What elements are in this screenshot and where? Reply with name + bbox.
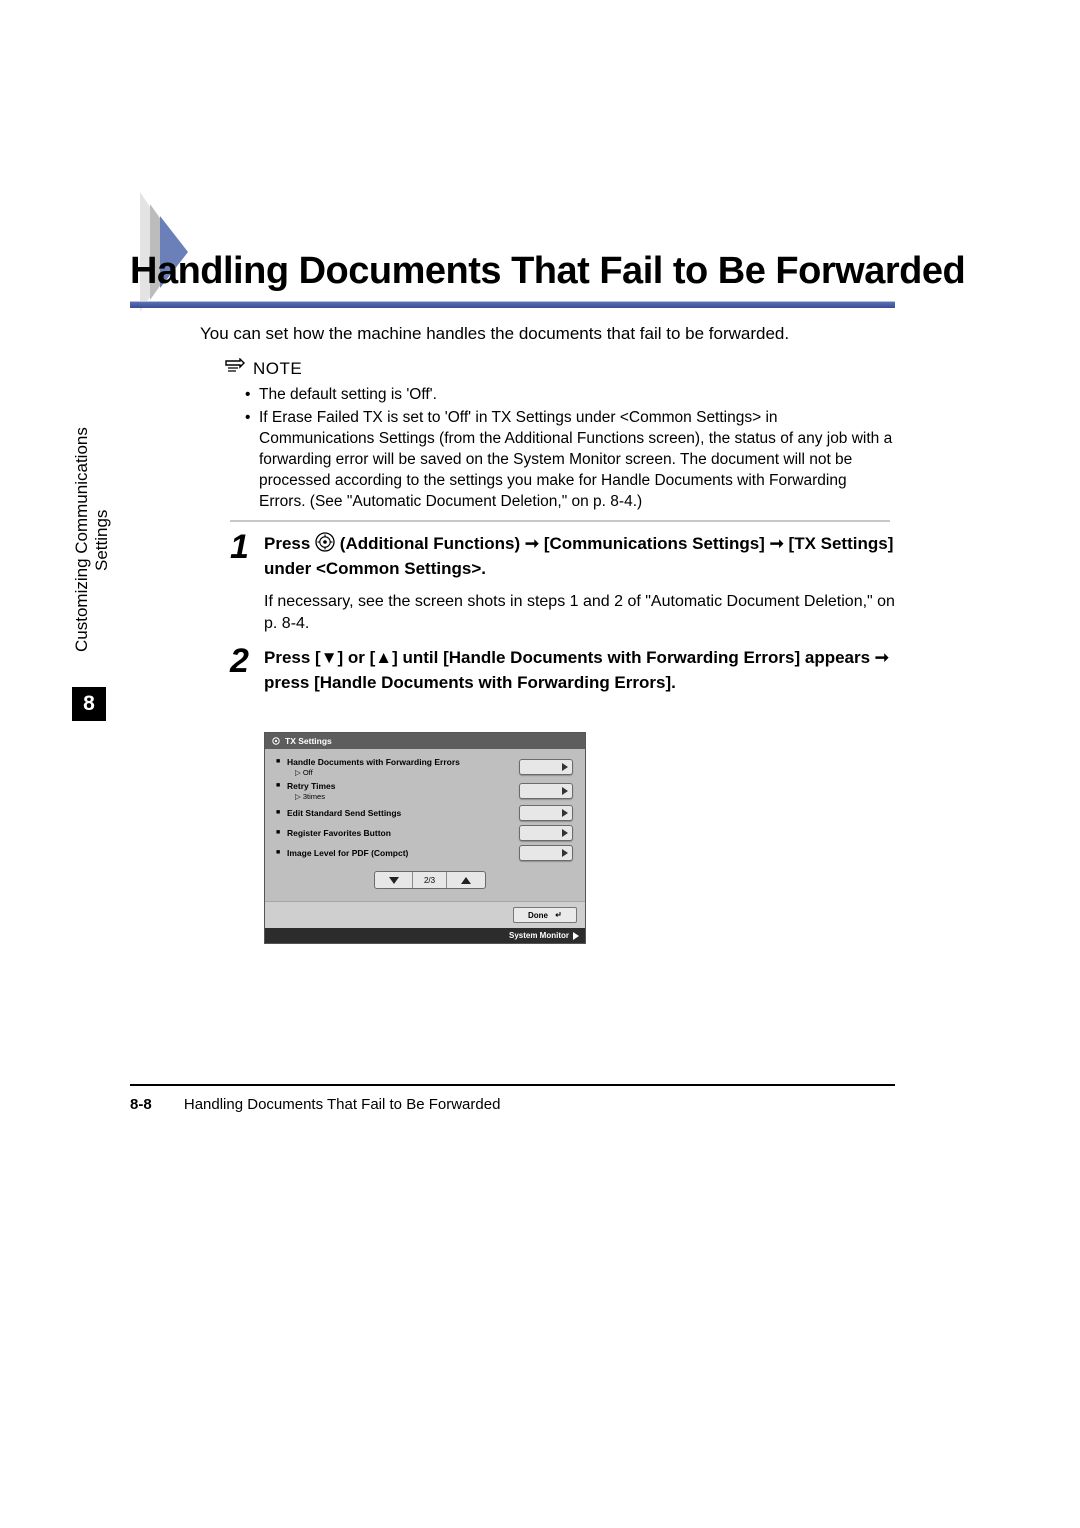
tx-row-button[interactable] <box>519 805 573 821</box>
tx-row: ■Register Favorites Button <box>287 825 573 841</box>
intro-text: You can set how the machine handles the … <box>200 323 890 345</box>
tx-row-button[interactable] <box>519 759 573 775</box>
step-1-subtext: If necessary, see the screen shots in st… <box>264 591 895 634</box>
side-tab-chapter: 8 <box>72 687 106 721</box>
step-2-title: Press [▼] or [▲] until [Handle Documents… <box>264 646 895 695</box>
tx-done-button[interactable]: Done <box>513 907 577 923</box>
tx-row-label: Edit Standard Send Settings <box>287 808 519 818</box>
tx-row-value: ▷ 3times <box>295 792 519 801</box>
tx-row-label: Register Favorites Button <box>287 828 519 838</box>
step-1-title-b: (Additional Functions) ➞ [Communications… <box>264 534 893 578</box>
footer-rule <box>130 1084 895 1086</box>
step-2: 2 Press [▼] or [▲] until [Handle Documen… <box>230 646 895 695</box>
tx-row: ■Edit Standard Send Settings <box>287 805 573 821</box>
note-label: NOTE <box>253 359 302 379</box>
tx-page-up[interactable] <box>447 872 485 888</box>
step-1: 1 Press (Additional Functions) ➞ [Commun… <box>230 532 895 634</box>
tx-row-label: Handle Documents with Forwarding Errors <box>287 757 519 767</box>
tx-row: ■Retry Times▷ 3times <box>287 781 573 801</box>
tx-row: ■Handle Documents with Forwarding Errors… <box>287 757 573 777</box>
footer-page: 8-8 <box>130 1096 152 1113</box>
tx-row-value: ▷ Off <box>295 768 519 777</box>
tx-row-button[interactable] <box>519 845 573 861</box>
tx-row-label: Image Level for PDF (Compct) <box>287 848 519 858</box>
tx-row-button[interactable] <box>519 783 573 799</box>
step-separator <box>230 520 890 522</box>
note-block: NOTE The default setting is 'Off'. If Er… <box>225 358 895 515</box>
footer-title: Handling Documents That Fail to Be Forwa… <box>184 1096 501 1113</box>
note-item: If Erase Failed TX is set to 'Off' in TX… <box>259 408 895 513</box>
tx-done-bar: Done <box>265 901 585 928</box>
page-title: Handling Documents That Fail to Be Forwa… <box>130 250 965 293</box>
side-tab-label: Customizing Communications Settings <box>72 395 112 685</box>
note-icon <box>225 358 245 379</box>
tx-status-bar: System Monitor <box>265 928 585 943</box>
additional-functions-icon <box>315 532 335 552</box>
tx-status-label: System Monitor <box>509 931 569 940</box>
step-number: 2 <box>230 642 249 681</box>
chevron-right-icon <box>573 932 579 940</box>
tx-titlebar: TX Settings <box>265 733 585 749</box>
step-number: 1 <box>230 528 249 567</box>
footer: 8-8 Handling Documents That Fail to Be F… <box>130 1096 500 1113</box>
tx-row: ■Image Level for PDF (Compct) <box>287 845 573 861</box>
gear-icon <box>271 736 281 746</box>
tx-title-text: TX Settings <box>285 736 332 746</box>
tx-row-button[interactable] <box>519 825 573 841</box>
side-tab: Customizing Communications Settings 8 <box>72 395 108 721</box>
heading-underline <box>130 301 895 308</box>
tx-page-indicator: 2/3 <box>413 872 447 888</box>
tx-body: ■Handle Documents with Forwarding Errors… <box>265 749 585 901</box>
tx-pager: 2/3 <box>287 865 573 899</box>
tx-done-label: Done <box>528 911 548 920</box>
tx-row-label: Retry Times <box>287 781 519 791</box>
step-1-title: Press (Additional Functions) ➞ [Communic… <box>264 532 895 581</box>
tx-page-down[interactable] <box>375 872 413 888</box>
note-item: The default setting is 'Off'. <box>259 385 895 406</box>
tx-settings-screenshot: TX Settings ■Handle Documents with Forwa… <box>264 732 586 944</box>
step-1-title-a: Press <box>264 534 315 553</box>
return-icon <box>554 911 562 919</box>
